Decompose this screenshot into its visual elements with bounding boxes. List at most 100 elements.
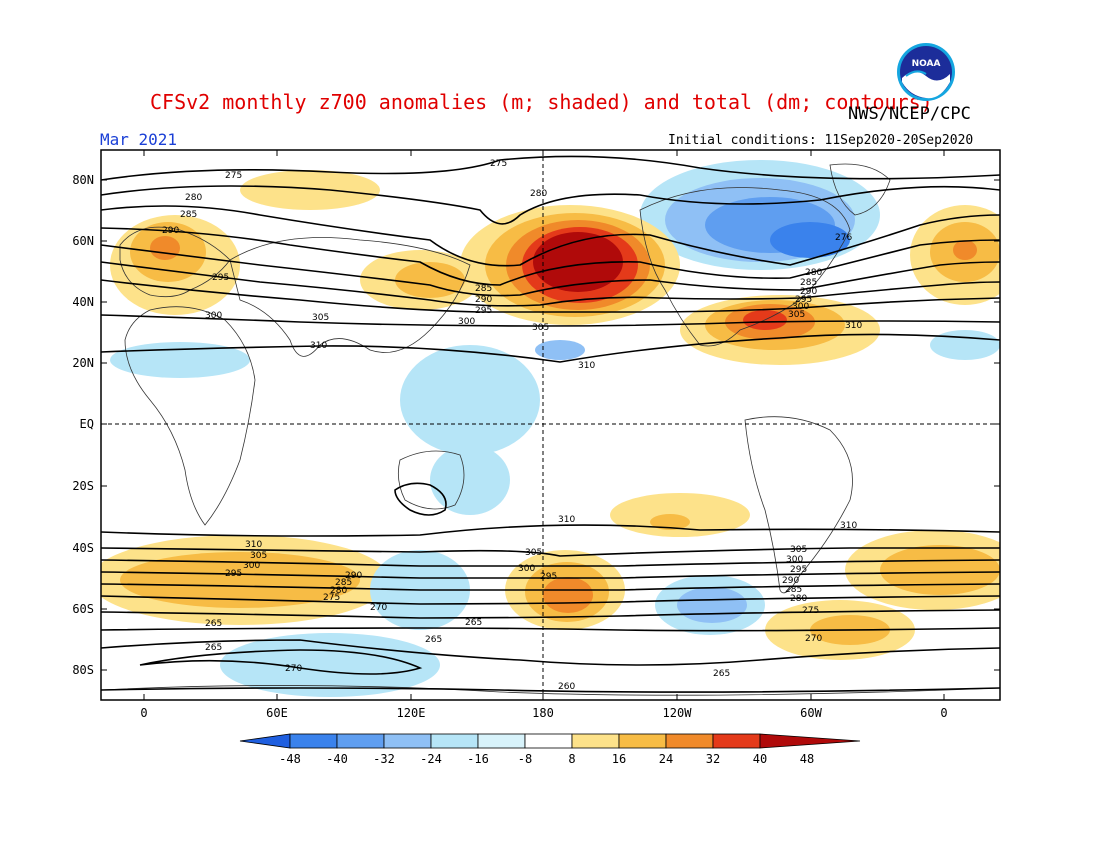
longitude-axis: 0 60E 120E 180 120W 60W 0: [140, 150, 948, 720]
contour-label: 300: [243, 561, 260, 571]
lat-label: 20S: [72, 479, 94, 493]
lat-label: 40S: [72, 541, 94, 555]
colorbar-tick-label: -40: [326, 752, 348, 766]
latitude-axis: 80N 60N 40N 20N EQ 20S 40S 60S 80S: [72, 173, 1000, 677]
contour-label: 270: [805, 634, 822, 644]
contour-label: 275: [323, 593, 340, 603]
contour-label: 310: [245, 540, 262, 550]
contour-label: 280: [790, 594, 807, 604]
colorbar-segment: [618, 733, 667, 749]
colorbar-segment: [524, 733, 573, 749]
contour-label: 295: [795, 295, 812, 305]
contour-label: 300: [518, 564, 535, 574]
lon-label: 180: [532, 706, 554, 720]
contour-label: 290: [475, 295, 492, 305]
contour-label: 300: [205, 311, 222, 321]
contour-label: 295: [225, 569, 242, 579]
colorbar: -48 -40 -32 -24 -16 -8 8 16 24 32 40 48: [239, 733, 861, 766]
contour-label: 265: [205, 643, 222, 653]
lat-label: 20N: [72, 356, 94, 370]
contour-label: 285: [785, 585, 802, 595]
contour-label: 275: [225, 171, 242, 181]
contour-label: 265: [205, 619, 222, 629]
colorbar-tick-label: -16: [467, 752, 489, 766]
colorbar-segment: [571, 733, 620, 749]
contour-label: 300: [792, 302, 809, 312]
contour-label: 285: [335, 578, 352, 588]
colorbar-tick-label: 8: [568, 752, 575, 766]
lat-label: EQ: [80, 417, 94, 431]
colorbar-tick-label: -24: [420, 752, 442, 766]
contour-labels: 275 275 280 280 285 290 295 300 305 310 …: [162, 159, 862, 692]
contour-label: 280: [530, 189, 547, 199]
contour-label: 270: [370, 603, 387, 613]
contour-label: 300: [458, 317, 475, 327]
contour-label: 280: [185, 193, 202, 203]
noaa-logo-text: NOAA: [912, 59, 941, 69]
initial-conditions: Initial conditions: 11Sep2020-20Sep2020: [668, 133, 974, 148]
lat-label: 60S: [72, 602, 94, 616]
contour-label: 305: [250, 551, 267, 561]
lat-label: 80S: [72, 663, 94, 677]
contour-label: 285: [800, 278, 817, 288]
contour-label: 285: [475, 284, 492, 294]
colorbar-arrow-right: [759, 733, 861, 749]
contour-label: 265: [713, 669, 730, 679]
lat-label: 60N: [72, 234, 94, 248]
contour-label: 260: [558, 682, 575, 692]
colorbar-tick-label: 40: [753, 752, 767, 766]
lon-label: 60W: [800, 706, 822, 720]
colorbar-segment: [430, 733, 479, 749]
contour-label: 265: [465, 618, 482, 628]
noaa-logo: NOAA: [897, 43, 955, 101]
contour-label: 310: [845, 321, 862, 331]
lat-label: 80N: [72, 173, 94, 187]
contour-label: 280: [330, 586, 347, 596]
contour-label: 305: [788, 310, 805, 320]
contour-label: 300: [786, 555, 803, 565]
contour-label: 265: [425, 635, 442, 645]
contour-label: 290: [345, 571, 362, 581]
contour-label: 295: [212, 273, 229, 283]
contour-label: 305: [312, 313, 329, 323]
lon-label: 0: [140, 706, 147, 720]
colorbar-segment: [336, 733, 385, 749]
height-contours: [101, 155, 1000, 693]
colorbar-tick-label: 16: [612, 752, 626, 766]
forecast-month: Mar 2021: [100, 130, 178, 149]
colorbar-tick-label: -8: [518, 752, 532, 766]
lon-label: 120W: [663, 706, 693, 720]
lat-label: 40N: [72, 295, 94, 309]
colorbar-tick-label: 48: [800, 752, 814, 766]
colorbar-segment: [477, 733, 526, 749]
colorbar-segment: [289, 733, 338, 749]
contour-label: 295: [790, 565, 807, 575]
colorbar-tick-label: 24: [659, 752, 673, 766]
contour-label: 295: [475, 306, 492, 316]
contour-label: 290: [800, 287, 817, 297]
contour-label: 310: [310, 341, 327, 351]
contour-label: 290: [782, 576, 799, 586]
contour-label: 275: [490, 159, 507, 169]
map-frame: [100, 149, 1001, 701]
colorbar-arrow-left: [239, 733, 291, 749]
chart-title: CFSv2 monthly z700 anomalies (m; shaded)…: [150, 90, 933, 114]
contour-label: 305: [790, 545, 807, 555]
lon-label: 60E: [266, 706, 288, 720]
contour-label: 280: [805, 268, 822, 278]
colorbar-segment: [665, 733, 714, 749]
lon-label: 0: [940, 706, 947, 720]
contour-label: 305: [532, 323, 549, 333]
contour-label: 290: [162, 226, 179, 236]
colorbar-tick-label: -32: [373, 752, 395, 766]
colorbar-tick-label: 32: [706, 752, 720, 766]
colorbar-segment: [383, 733, 432, 749]
contour-label: 270: [285, 664, 302, 674]
agency-label: NWS/NCEP/CPC: [848, 104, 971, 124]
contour-label: 305: [525, 548, 542, 558]
contour-label: 310: [558, 515, 575, 525]
colorbar-segment: [712, 733, 761, 749]
contour-label: 276: [835, 233, 852, 243]
contour-label: 295: [540, 572, 557, 582]
